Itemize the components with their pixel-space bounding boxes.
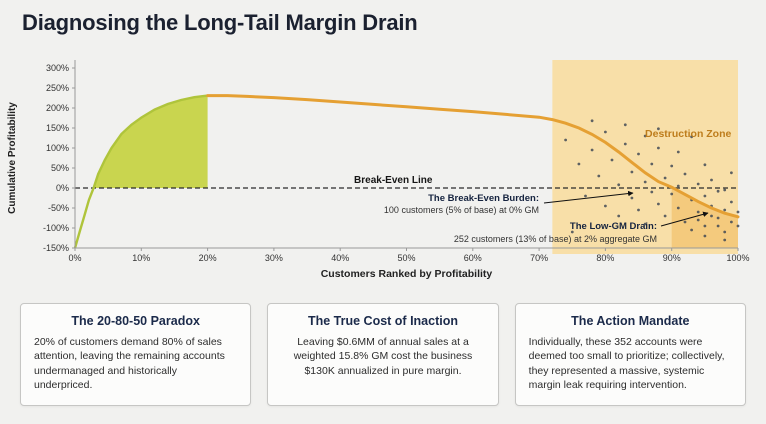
profit-area bbox=[93, 95, 208, 188]
curve-green-segment bbox=[73, 94, 208, 249]
card-cost-of-inaction: The True Cost of Inaction Leaving $0.6MM… bbox=[267, 303, 499, 406]
x-tick-label: 10% bbox=[132, 253, 150, 263]
y-tick-label: 0% bbox=[56, 183, 69, 193]
low-gm-drain-title: The Low-GM Drain: bbox=[570, 221, 657, 232]
card-title: The Action Mandate bbox=[571, 314, 690, 328]
x-tick-label: 60% bbox=[464, 253, 482, 263]
y-tick-label: 50% bbox=[51, 163, 69, 173]
y-tick-label: -50% bbox=[48, 203, 69, 213]
y-tick-label: 200% bbox=[46, 103, 69, 113]
card-title: The True Cost of Inaction bbox=[307, 314, 458, 328]
y-tick-label: -100% bbox=[43, 223, 69, 233]
x-tick-label: 90% bbox=[663, 253, 681, 263]
x-tick-label: 40% bbox=[331, 253, 349, 263]
destruction-zone-label: Destruction Zone bbox=[645, 128, 731, 140]
break-even-burden-arrow bbox=[543, 190, 634, 204]
low-gm-drain-text: 252 customers (13% of base) at 2% aggreg… bbox=[454, 234, 657, 244]
profitability-whale-curve-chart: 300%250%200%150%100%50%0%-50%-100%-150%0… bbox=[7, 60, 750, 280]
card-title: The 20-80-50 Paradox bbox=[71, 314, 200, 328]
card-body: Individually, these 352 accounts were de… bbox=[528, 336, 725, 392]
y-tick-label: 250% bbox=[46, 83, 69, 93]
destruction-zone bbox=[552, 60, 738, 254]
x-tick-label: 80% bbox=[596, 253, 614, 263]
y-axis-title: Cumulative Profitability bbox=[7, 102, 18, 214]
whale-curve bbox=[206, 94, 740, 219]
x-tick-label: 0% bbox=[68, 253, 81, 263]
summary-cards: The 20-80-50 Paradox 20% of customers de… bbox=[20, 303, 746, 406]
low-gm-drain-arrow bbox=[660, 211, 709, 227]
x-tick-label: 30% bbox=[265, 253, 283, 263]
break-even-label: Break-Even Line bbox=[354, 175, 433, 186]
y-tick-label: 100% bbox=[46, 143, 69, 153]
break-even-burden-text: 100 customers (5% of base) at 0% GM bbox=[384, 205, 539, 215]
x-tick-label: 100% bbox=[726, 253, 749, 263]
y-tick-label: 150% bbox=[46, 123, 69, 133]
card-body: 20% of customers demand 80% of sales att… bbox=[34, 336, 225, 392]
card-action-mandate: The Action Mandate Individually, these 3… bbox=[514, 303, 746, 406]
loss-area bbox=[671, 187, 738, 248]
x-axis-title: Customers Ranked by Profitability bbox=[321, 268, 493, 280]
x-tick-label: 20% bbox=[199, 253, 217, 263]
x-tick-label: 70% bbox=[530, 253, 548, 263]
card-body: Leaving $0.6MM of annual sales at a weig… bbox=[293, 336, 473, 377]
page-title: Diagnosing the Long-Tail Margin Drain bbox=[22, 10, 418, 35]
card-paradox: The 20-80-50 Paradox 20% of customers de… bbox=[20, 303, 252, 406]
y-tick-label: 300% bbox=[46, 63, 69, 73]
scatter-accounts bbox=[564, 119, 740, 242]
y-tick-label: -150% bbox=[43, 243, 69, 253]
x-tick-label: 50% bbox=[397, 253, 415, 263]
break-even-burden-title: The Break-Even Burden: bbox=[428, 193, 539, 204]
